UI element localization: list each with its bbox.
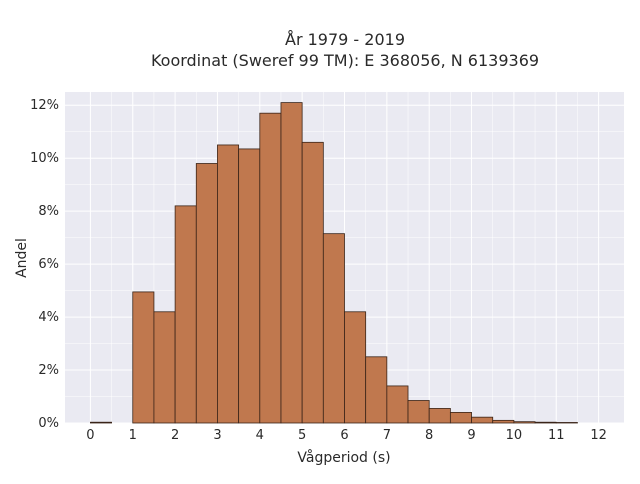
histogram-bar bbox=[323, 234, 344, 423]
histogram-bar bbox=[556, 422, 577, 423]
x-tick-label: 8 bbox=[425, 428, 433, 443]
x-tick-label: 9 bbox=[467, 428, 475, 443]
histogram-chart: År 1979 - 2019 Koordinat (Sweref 99 TM):… bbox=[0, 0, 640, 480]
y-tick-label: 8% bbox=[38, 204, 59, 219]
histogram-bar bbox=[387, 386, 408, 423]
histogram-bar bbox=[133, 292, 154, 423]
x-tick-label: 2 bbox=[171, 428, 179, 443]
x-tick-label: 1 bbox=[129, 428, 137, 443]
histogram-bar bbox=[281, 103, 302, 423]
y-tick-label: 12% bbox=[30, 98, 59, 113]
x-tick-label: 12 bbox=[590, 428, 607, 443]
y-tick-label: 6% bbox=[38, 257, 59, 272]
histogram-bar bbox=[260, 113, 281, 423]
x-tick-label: 10 bbox=[506, 428, 523, 443]
x-tick-label: 5 bbox=[298, 428, 306, 443]
histogram-bar bbox=[493, 420, 514, 423]
x-tick-label: 4 bbox=[256, 428, 264, 443]
x-tick-label: 0 bbox=[86, 428, 94, 443]
x-tick-label: 6 bbox=[340, 428, 348, 443]
histogram-bar bbox=[239, 149, 260, 423]
histogram-bar bbox=[408, 400, 429, 423]
histogram-bar bbox=[196, 163, 217, 423]
histogram-bar bbox=[472, 417, 493, 423]
y-tick-label: 2% bbox=[38, 363, 59, 378]
histogram-bar bbox=[429, 408, 450, 423]
histogram-bar bbox=[345, 312, 366, 423]
x-tick-label: 11 bbox=[548, 428, 565, 443]
x-tick-label: 3 bbox=[213, 428, 221, 443]
histogram-bar bbox=[217, 145, 238, 423]
x-tick-label: 7 bbox=[383, 428, 391, 443]
histogram-bar bbox=[90, 422, 111, 423]
chart-title-line-1: År 1979 - 2019 bbox=[285, 30, 405, 49]
histogram-bar bbox=[175, 206, 196, 423]
histogram-bar bbox=[302, 142, 323, 423]
histogram-bar bbox=[366, 357, 387, 423]
histogram-bar bbox=[154, 312, 175, 423]
histogram-bar bbox=[535, 422, 556, 423]
histogram-bar bbox=[514, 422, 535, 423]
chart-root: År 1979 - 2019 Koordinat (Sweref 99 TM):… bbox=[0, 0, 640, 480]
y-tick-label: 4% bbox=[38, 310, 59, 325]
x-axis-label: Vågperiod (s) bbox=[297, 449, 390, 466]
histogram-bar bbox=[450, 412, 471, 423]
y-axis-label: Andel bbox=[14, 238, 30, 278]
chart-title-line-2: Koordinat (Sweref 99 TM): E 368056, N 61… bbox=[151, 51, 539, 70]
y-tick-label: 0% bbox=[38, 416, 59, 431]
y-tick-label: 10% bbox=[30, 151, 59, 166]
